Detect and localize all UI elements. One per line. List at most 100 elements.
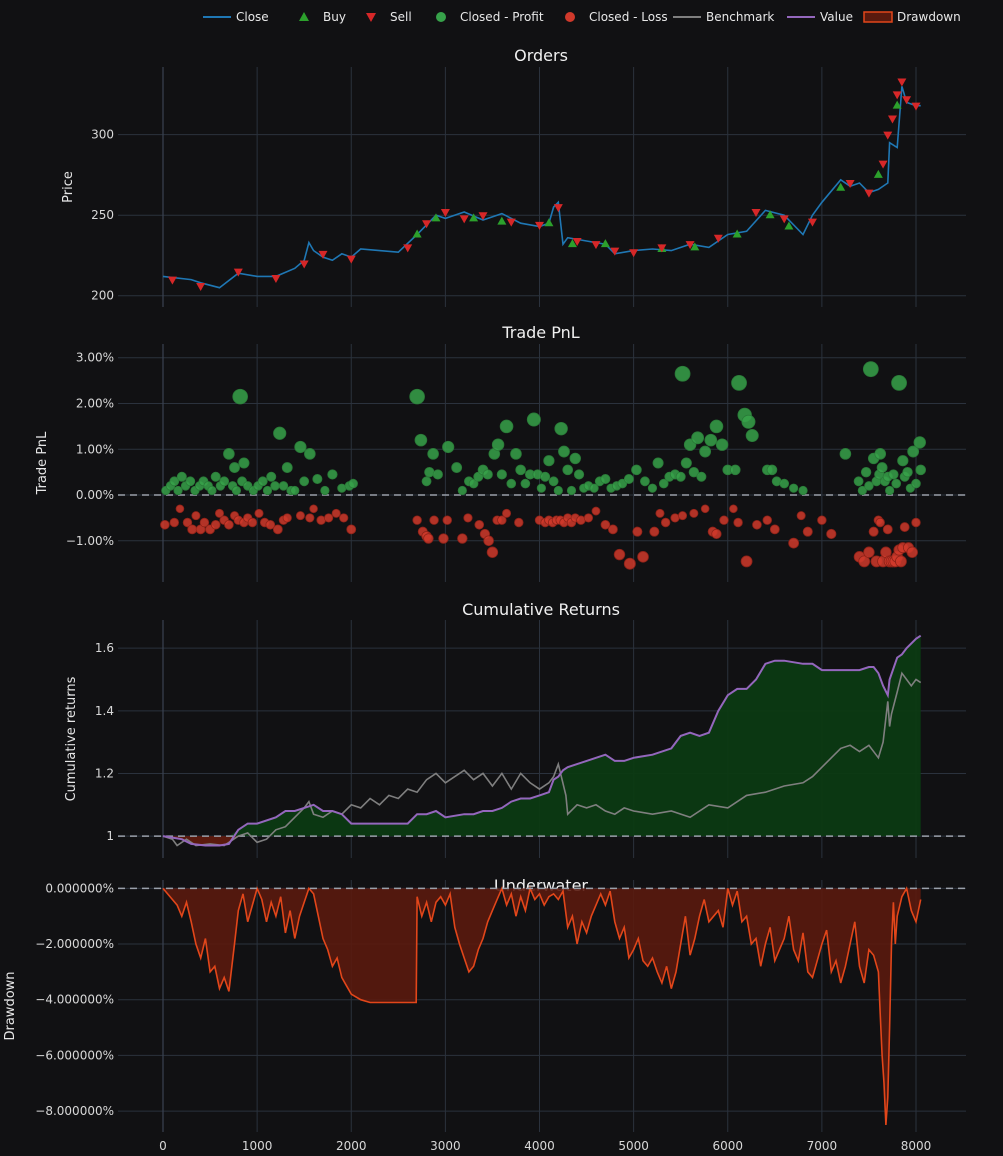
profit-point — [223, 448, 235, 460]
sell-marker — [892, 91, 902, 100]
profit-point — [173, 485, 183, 496]
loss-point — [911, 517, 921, 528]
profit-point — [647, 483, 658, 493]
sell-marker — [878, 160, 888, 169]
profit-point — [506, 478, 517, 489]
profit-point — [320, 485, 330, 496]
y-tick-label: −1.00% — [66, 534, 114, 548]
sell-marker — [403, 244, 413, 253]
loss-point — [868, 526, 879, 537]
profit-point — [915, 464, 927, 476]
profit-point — [766, 464, 778, 476]
profit-point — [864, 481, 874, 491]
profit-point — [589, 483, 599, 493]
legend-label: Closed - Profit — [460, 10, 544, 24]
y-axis-label: Drawdown — [3, 971, 18, 1040]
y-tick-label: 1.6 — [95, 641, 114, 655]
legend-label: Close — [236, 10, 269, 24]
profit-point — [731, 375, 747, 391]
profit-point — [913, 436, 926, 449]
y-tick-label: 1 — [106, 829, 114, 843]
profit-point — [631, 464, 642, 476]
loss-point — [305, 513, 315, 523]
panel-title: Cumulative Returns — [462, 600, 620, 619]
sell-marker — [751, 208, 761, 217]
legend-label: Sell — [390, 10, 412, 24]
legend-item-drawdown[interactable]: Drawdown — [863, 10, 961, 24]
loss-point — [637, 551, 649, 563]
loss-point — [191, 511, 201, 521]
sell-marker — [572, 237, 582, 246]
buy-marker — [690, 242, 700, 251]
sell-marker — [506, 218, 516, 227]
loss-point — [169, 517, 179, 528]
sell-marker — [167, 276, 177, 285]
legend-item-sell[interactable]: Sell — [366, 10, 412, 24]
profit-point — [902, 466, 913, 478]
profit-point — [299, 476, 310, 487]
x-tick-label: 0 — [159, 1139, 167, 1153]
profit-point — [442, 440, 455, 454]
value-profit-area — [163, 635, 921, 837]
loss-point — [608, 524, 618, 535]
profit-point — [680, 457, 692, 469]
legend-item-closed-loss[interactable]: Closed - Loss — [565, 10, 668, 24]
loss-point — [463, 513, 473, 523]
legend-item-benchmark[interactable]: Benchmark — [673, 10, 774, 24]
profit-point — [709, 419, 724, 434]
buy-marker — [567, 239, 577, 248]
profit-point — [499, 419, 514, 434]
loss-point — [214, 508, 224, 518]
benchmark-series-line — [162, 671, 922, 847]
area-icon — [863, 11, 893, 23]
profit-point — [553, 485, 563, 496]
loss-point — [700, 504, 710, 514]
sell-marker — [478, 212, 488, 221]
profit-point — [515, 464, 526, 476]
profit-point — [888, 469, 899, 480]
loss-point — [895, 555, 907, 568]
sell-marker — [591, 241, 601, 250]
buy-marker — [497, 216, 507, 225]
profit-point — [715, 438, 729, 451]
sell-marker — [299, 260, 309, 269]
profit-point — [874, 448, 887, 460]
loss-point — [613, 548, 626, 561]
loss-point — [423, 533, 434, 544]
loss-point — [882, 524, 893, 535]
profit-point — [432, 469, 443, 480]
buy-marker — [600, 239, 610, 248]
profit-point — [554, 421, 568, 436]
buy-marker — [892, 100, 902, 109]
x-tick-label: 3000 — [430, 1139, 461, 1153]
profit-point — [451, 462, 463, 473]
loss-point — [483, 535, 494, 547]
sell-marker — [911, 102, 921, 111]
profit-point — [862, 361, 879, 378]
profit-point — [207, 485, 217, 496]
loss-point — [826, 528, 837, 540]
legend-item-closed-profit[interactable]: Closed - Profit — [436, 10, 544, 24]
profit-point — [327, 469, 338, 480]
panel-title: Trade PnL — [501, 323, 579, 342]
buy-marker — [873, 169, 883, 178]
legend-item-value[interactable]: Value — [787, 10, 853, 24]
profit-point — [839, 448, 852, 460]
sell-marker — [807, 218, 817, 227]
y-axis-label: Cumulative returns — [64, 676, 79, 801]
legend-label: Benchmark — [706, 10, 774, 24]
legend-item-close[interactable]: Close — [203, 10, 269, 24]
buy-marker — [784, 221, 794, 230]
profit-point — [891, 478, 902, 489]
loss-point — [309, 504, 318, 514]
legend-item-buy[interactable]: Buy — [299, 10, 346, 24]
legend: Close Buy Sell Closed - Profit Closed - Loss… — [203, 10, 961, 24]
underwater-panel: −8.000000% −6.000000% −4.000000% −2.000000%… — [3, 876, 966, 1132]
loss-point — [788, 537, 800, 549]
profit-point — [696, 471, 707, 482]
profit-point — [424, 466, 435, 478]
sell-marker — [610, 247, 620, 256]
loss-point — [442, 515, 452, 525]
circle-icon — [565, 12, 575, 22]
profit-point — [427, 448, 439, 460]
